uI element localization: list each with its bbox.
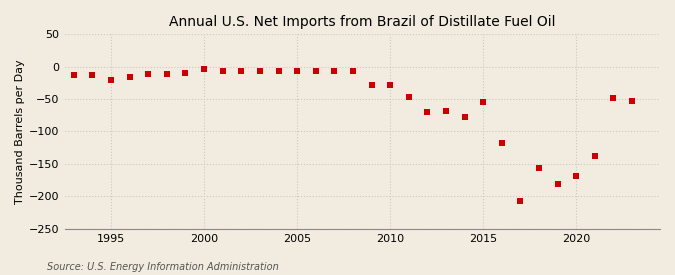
Point	[236, 69, 246, 73]
Title: Annual U.S. Net Imports from Brazil of Distillate Fuel Oil: Annual U.S. Net Imports from Brazil of D…	[169, 15, 556, 29]
Point	[68, 73, 79, 77]
Y-axis label: Thousand Barrels per Day: Thousand Barrels per Day	[15, 59, 25, 204]
Point	[366, 83, 377, 87]
Point	[273, 68, 284, 73]
Point	[329, 68, 340, 73]
Point	[608, 96, 619, 100]
Point	[478, 100, 489, 104]
Point	[106, 78, 117, 82]
Point	[310, 69, 321, 73]
Text: Source: U.S. Energy Information Administration: Source: U.S. Energy Information Administ…	[47, 262, 279, 272]
Point	[348, 68, 358, 73]
Point	[459, 115, 470, 119]
Point	[515, 199, 526, 204]
Point	[552, 182, 563, 186]
Point	[589, 154, 600, 158]
Point	[254, 69, 265, 73]
Point	[87, 73, 98, 77]
Point	[161, 72, 172, 76]
Point	[198, 67, 209, 72]
Point	[217, 69, 228, 73]
Point	[180, 70, 191, 75]
Point	[534, 166, 545, 170]
Point	[441, 109, 452, 113]
Point	[404, 95, 414, 99]
Point	[385, 83, 396, 87]
Point	[571, 173, 582, 178]
Point	[292, 69, 302, 73]
Point	[422, 110, 433, 114]
Point	[626, 99, 637, 103]
Point	[124, 75, 135, 79]
Point	[143, 72, 154, 77]
Point	[496, 141, 507, 145]
